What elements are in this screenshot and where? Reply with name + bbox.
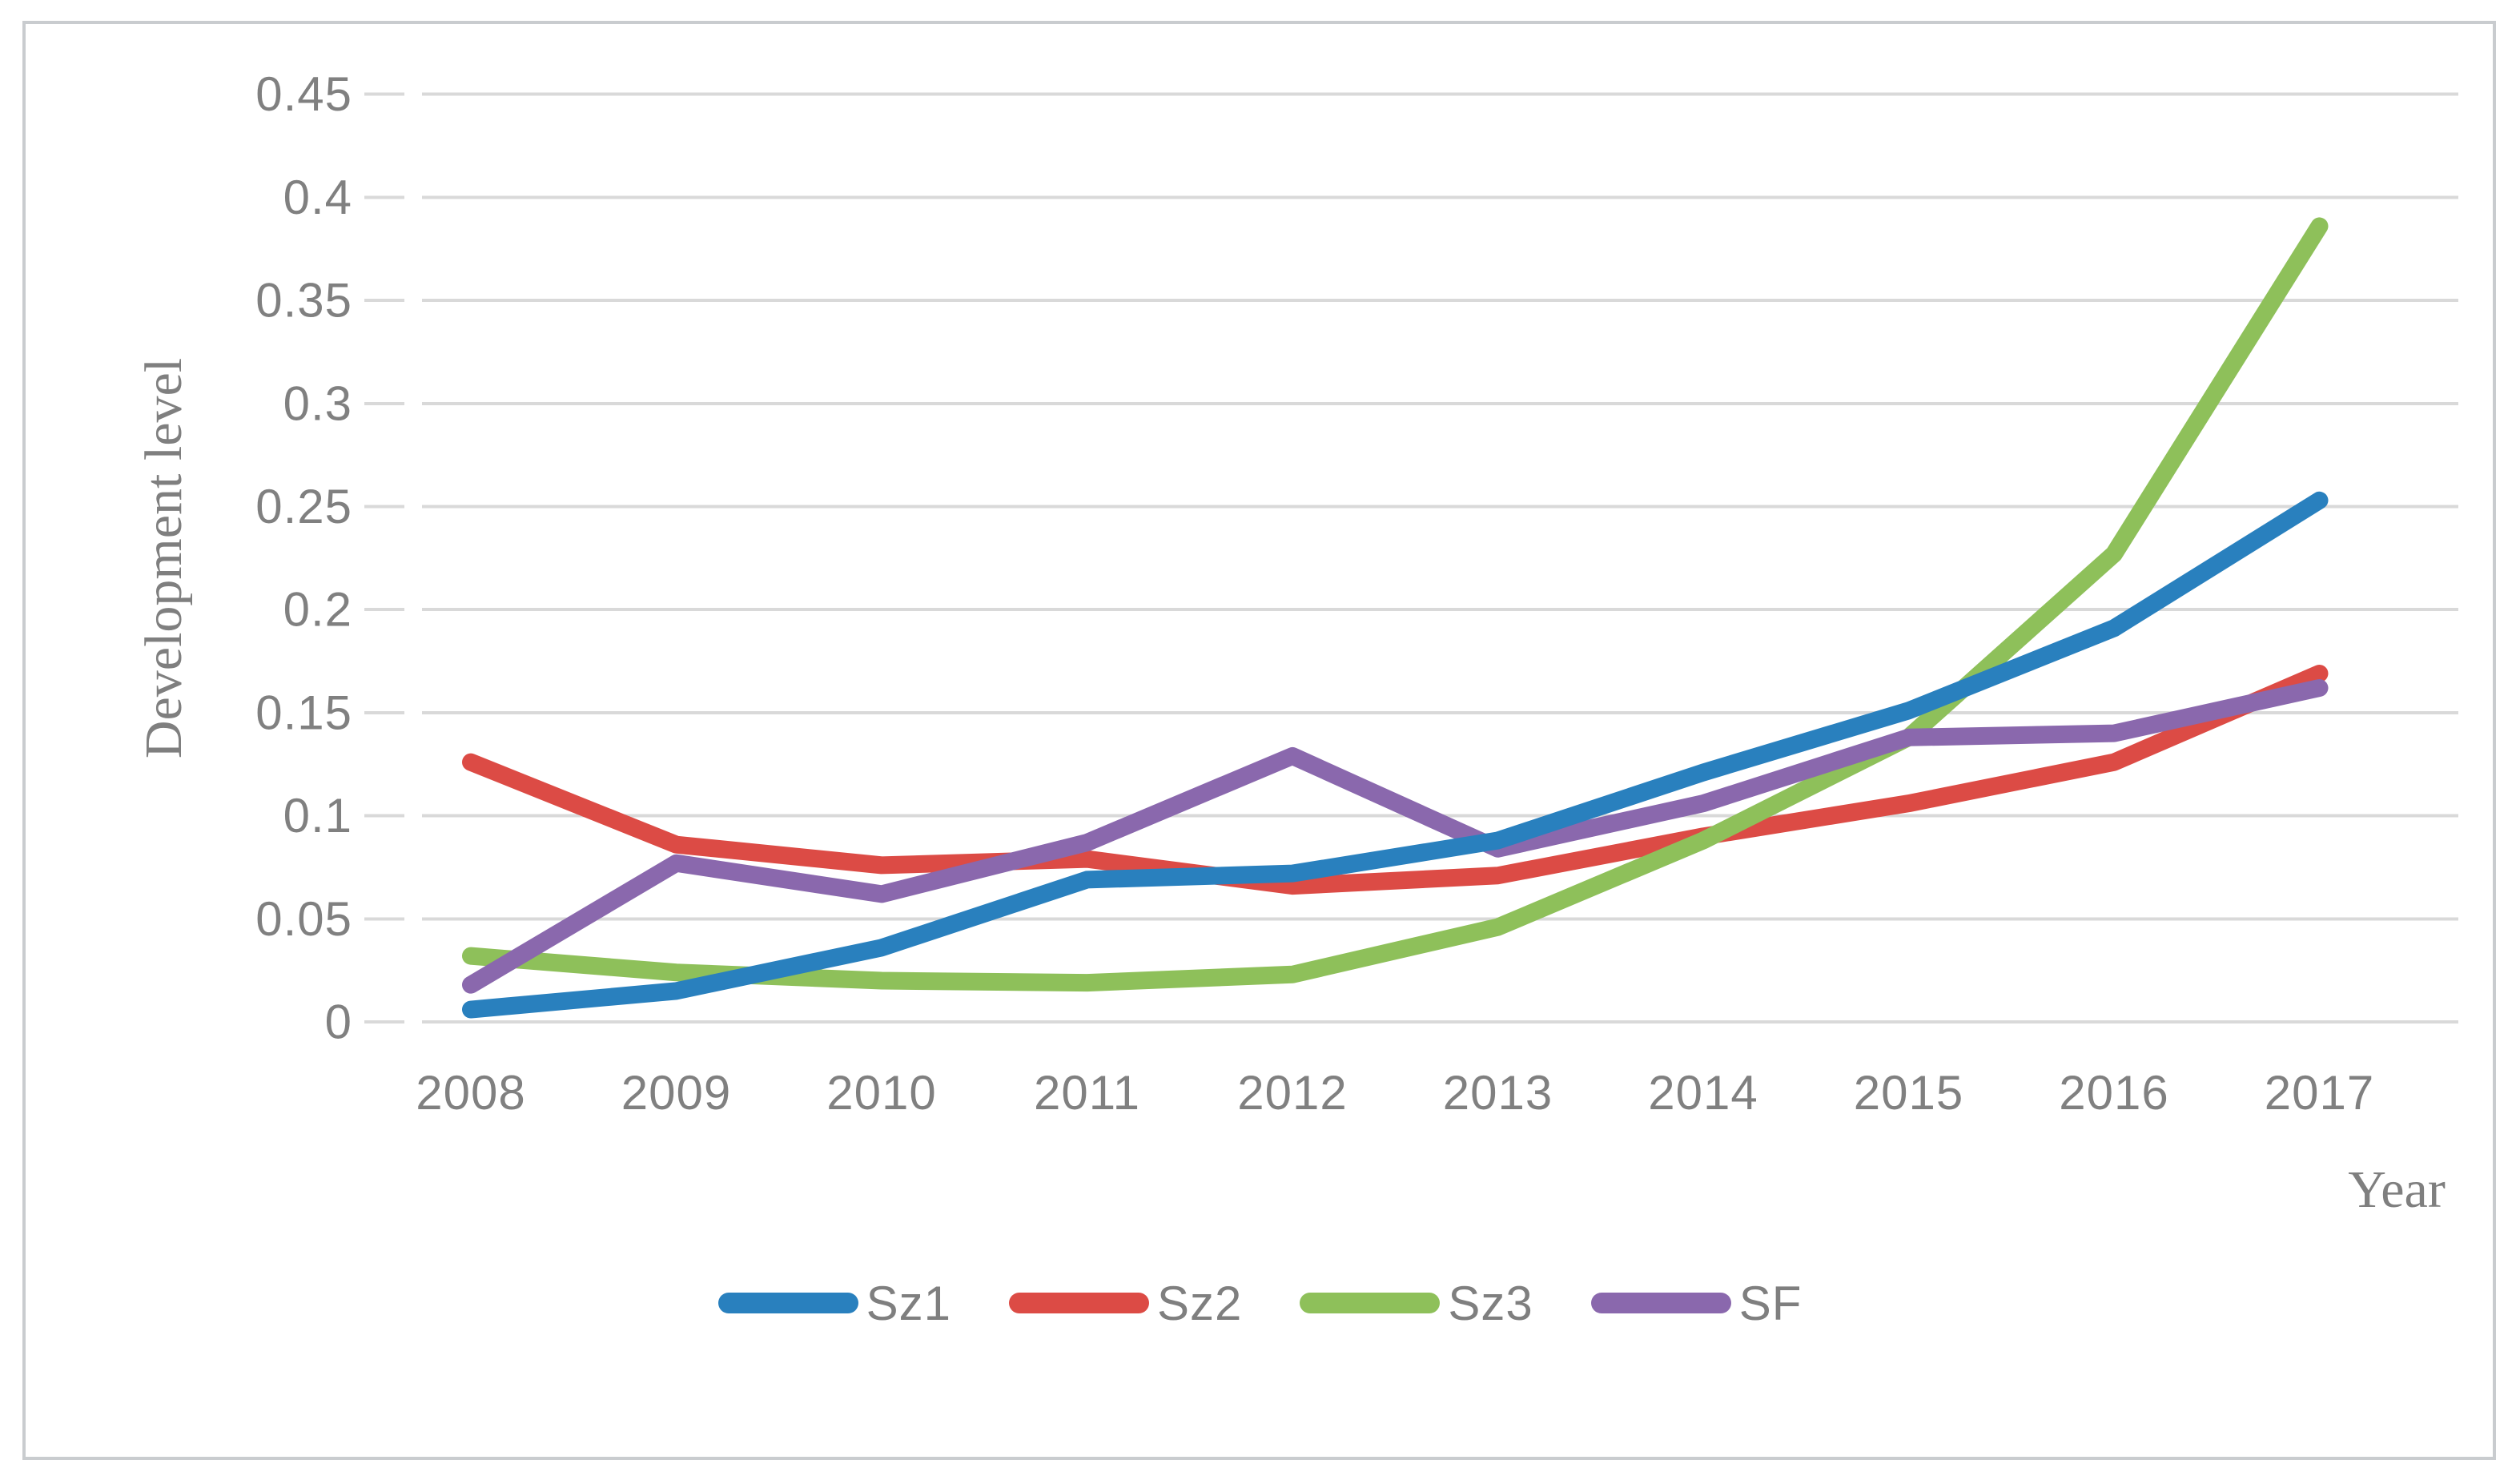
legend: Sz1 Sz2 Sz3 SF <box>0 1275 2520 1331</box>
figure-border <box>22 21 2496 1460</box>
y-axis-title: Development level <box>135 357 193 759</box>
legend-label-Sz1: Sz1 <box>866 1276 951 1330</box>
legend-item-Sz1: Sz1 <box>717 1276 951 1331</box>
x-tick-label: 2011 <box>1034 1066 1140 1120</box>
x-tick-label: 2015 <box>1854 1066 1963 1120</box>
y-tick-label: 0.05 <box>255 892 352 946</box>
x-tick-label: 2014 <box>1648 1066 1758 1120</box>
legend-label-Sz3: Sz3 <box>1448 1276 1533 1330</box>
legend-swatch-Sz3 <box>1300 1293 1441 1313</box>
y-tick-label: 0.3 <box>283 376 352 430</box>
x-tick-label: 2009 <box>621 1066 731 1120</box>
legend-label-Sz2: Sz2 <box>1156 1276 1243 1330</box>
series-line-Sz2 <box>462 664 2329 895</box>
y-tick-label: 0.35 <box>255 274 352 328</box>
legend-item-SF: SF <box>1590 1276 1803 1331</box>
y-tick-label: 0.15 <box>255 686 352 739</box>
series-line-SF <box>462 679 2329 994</box>
y-tick-label: 0.2 <box>283 583 352 637</box>
y-tick-label: 0.25 <box>255 480 352 533</box>
x-tick-label: 2012 <box>1237 1066 1347 1120</box>
legend-item-Sz3: Sz3 <box>1300 1276 1533 1331</box>
series-line-Sz1 <box>462 491 2329 1019</box>
legend-swatch-Sz1 <box>717 1293 858 1313</box>
y-tick-label: 0.1 <box>283 789 352 843</box>
legend-item-Sz2: Sz2 <box>1008 1276 1243 1331</box>
legend-swatch-SF <box>1590 1293 1731 1313</box>
legend-label-SF: SF <box>1738 1276 1803 1330</box>
y-tick-label: 0.4 <box>283 171 352 224</box>
y-tick-label: 0 <box>325 995 352 1049</box>
x-tick-label: 2016 <box>2059 1066 2168 1120</box>
x-tick-label: 2017 <box>2265 1066 2374 1120</box>
x-tick-label: 2008 <box>416 1066 525 1120</box>
y-tick-label: 0.45 <box>255 67 352 121</box>
legend-swatch-Sz2 <box>1008 1293 1149 1313</box>
x-tick-label: 2013 <box>1443 1066 1553 1120</box>
x-tick-label: 2010 <box>826 1066 936 1120</box>
x-axis-title: Year <box>2348 1160 2446 1219</box>
